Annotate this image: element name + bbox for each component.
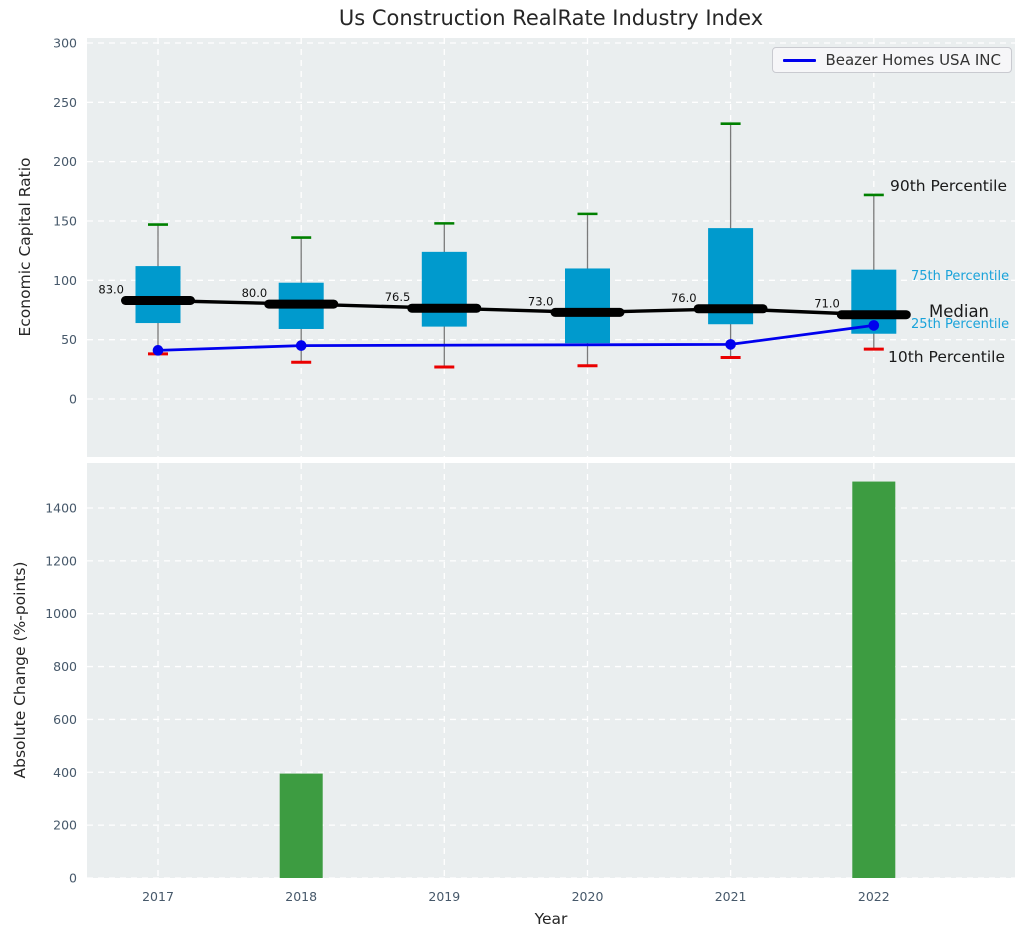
x-axis-label: Year	[87, 910, 1015, 928]
median-value-label-2022: 71.0	[814, 297, 840, 311]
top-ytick-150: 150	[53, 213, 77, 228]
bottom-ytick-600: 600	[53, 712, 77, 727]
xtick-2018: 2018	[285, 889, 317, 904]
bottom-ytick-200: 200	[53, 818, 77, 833]
company-marker-2017	[153, 345, 164, 356]
top-ytick-250: 250	[53, 95, 77, 110]
chart-canvas: 0 50 100 150 200 250 300 0 200 400 600 800 1000 1200 1…	[0, 0, 1026, 942]
bottom-ytick-1400: 1400	[45, 500, 77, 515]
bar-2022	[852, 482, 895, 878]
bottom-ytick-800: 800	[53, 659, 77, 674]
top-ytick-0: 0	[69, 392, 77, 407]
xtick-2020: 2020	[572, 889, 604, 904]
xtick-2022: 2022	[858, 889, 890, 904]
top-y-axis-label: Economic Capital Ratio	[16, 157, 34, 336]
company-marker-2018	[296, 340, 307, 351]
bottom-y-axis-label: Absolute Change (%-points)	[11, 562, 29, 779]
company-marker-2021	[725, 339, 736, 350]
xtick-2019: 2019	[428, 889, 460, 904]
median-value-label-2017: 83.0	[98, 283, 124, 297]
annotation-75th-percentile: 75th Percentile	[911, 269, 1009, 284]
median-value-label-2018: 80.0	[242, 286, 268, 300]
xtick-2017: 2017	[142, 889, 174, 904]
legend: Beazer Homes USA INC	[772, 47, 1012, 73]
bottom-ytick-0: 0	[69, 871, 77, 886]
bottom-ytick-1000: 1000	[45, 606, 77, 621]
annotation-25th-percentile: 25th Percentile	[911, 317, 1009, 332]
median-value-label-2021: 76.0	[671, 291, 697, 305]
legend-line-swatch	[783, 59, 816, 62]
box-2017	[136, 266, 181, 323]
top-ytick-300: 300	[53, 35, 77, 50]
annotation-90th-percentile: 90th Percentile	[890, 177, 1007, 195]
bottom-ytick-400: 400	[53, 765, 77, 780]
box-2019	[422, 252, 467, 327]
median-value-label-2019: 76.5	[385, 290, 411, 304]
top-ytick-50: 50	[61, 332, 77, 347]
top-ytick-200: 200	[53, 154, 77, 169]
xtick-2021: 2021	[715, 889, 747, 904]
annotation-10th-percentile: 10th Percentile	[888, 348, 1005, 366]
top-plot-background	[87, 38, 1015, 457]
bar-2018	[280, 774, 323, 878]
legend-label: Beazer Homes USA INC	[825, 51, 1001, 69]
company-marker-2022	[869, 320, 880, 331]
box-2020	[565, 268, 610, 343]
top-ytick-100: 100	[53, 273, 77, 288]
median-value-label-2020: 73.0	[528, 294, 554, 308]
bottom-ytick-1200: 1200	[45, 553, 77, 568]
